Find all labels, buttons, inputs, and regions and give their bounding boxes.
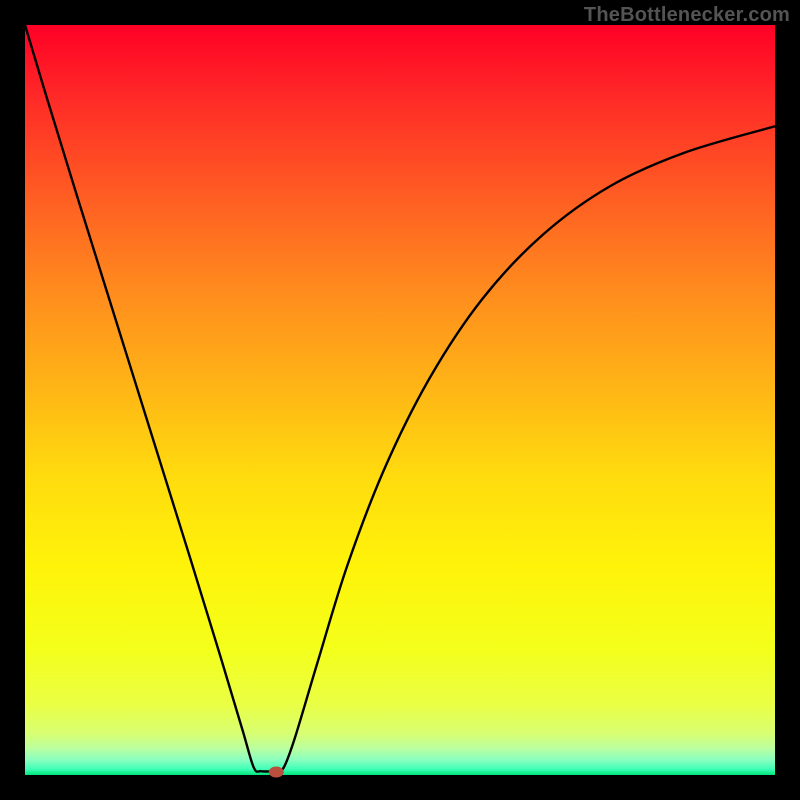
optimal-point-marker (269, 767, 284, 778)
chart-frame: { "watermark": { "text": "TheBottlenecke… (0, 0, 800, 800)
plot-background (25, 25, 775, 775)
watermark-text: TheBottlenecker.com (584, 4, 790, 27)
bottleneck-chart (0, 0, 800, 800)
